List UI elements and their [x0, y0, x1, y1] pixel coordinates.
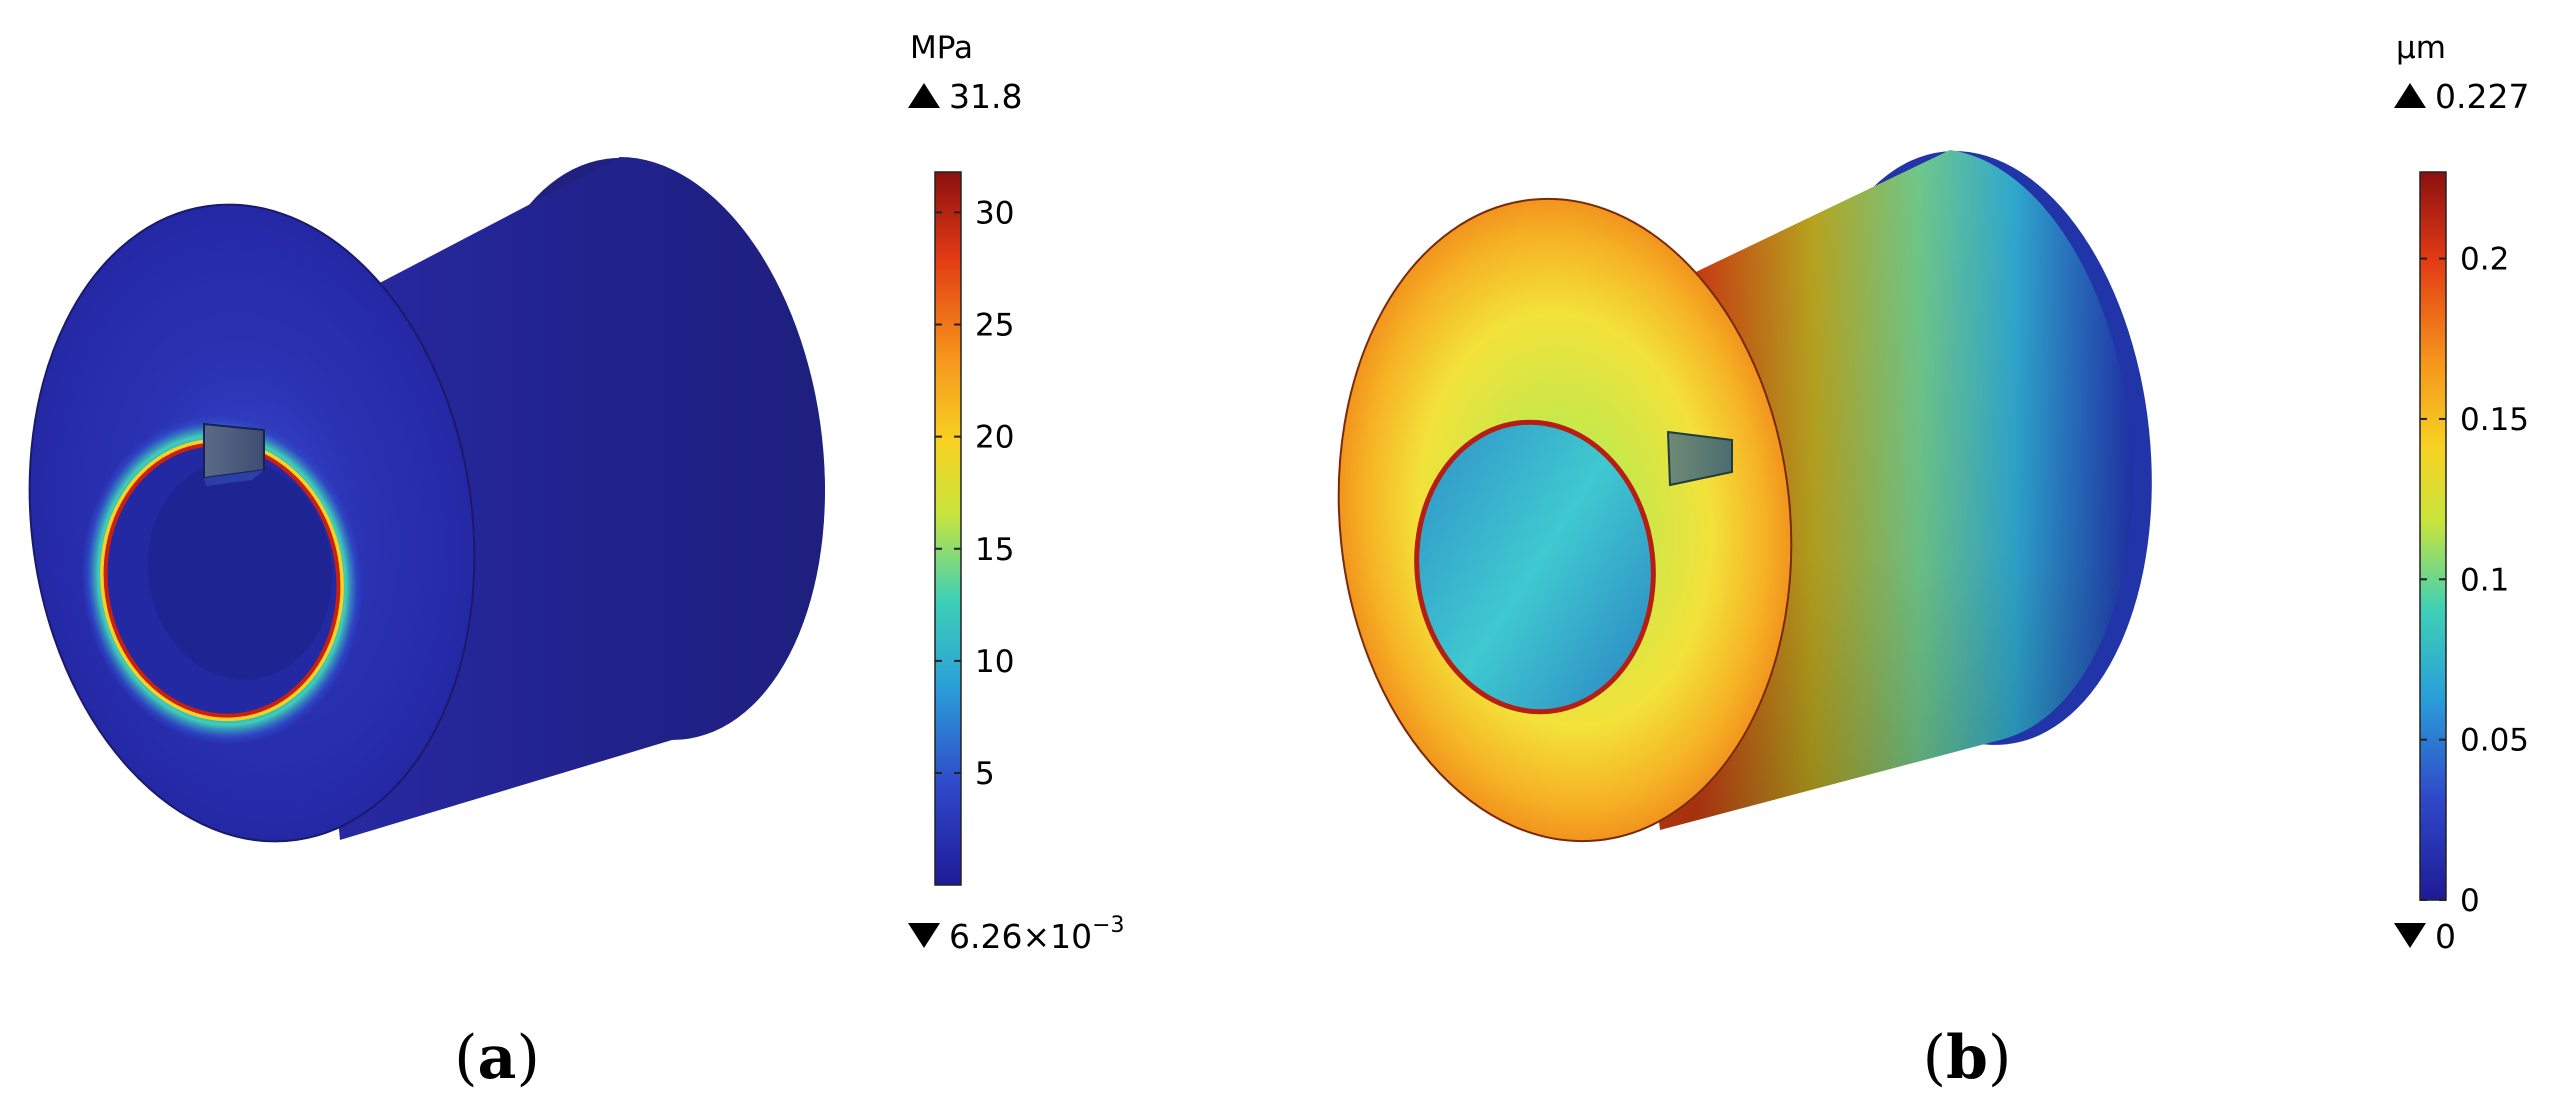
colorbar-b-bar	[2419, 171, 2447, 901]
colorbar-a-tick-label: 20	[975, 420, 1014, 456]
a-bore-inner-shadow	[147, 460, 333, 680]
caption-b: (b)	[1923, 1023, 2012, 1093]
caption-b-letter: b	[1946, 1023, 1988, 1093]
colorbar-a-tick-label: 10	[975, 644, 1014, 680]
colorbar-a-max-label: 31.8	[949, 77, 1022, 116]
colorbar-a-tick-label: 25	[975, 307, 1014, 343]
colorbar-a-min-marker-icon	[908, 923, 940, 948]
caption-a: (a)	[454, 1023, 540, 1093]
colorbar-a-tick-label: 5	[975, 756, 995, 792]
colorbar-b-min-label: 0	[2435, 917, 2456, 956]
colorbar-a-ticks: 5 10 15 20 25 30	[935, 195, 1014, 792]
colorbar-b-tick-label: 0.1	[2460, 562, 2509, 598]
colorbar-b-max-marker-icon	[2394, 83, 2426, 108]
colorbar-a-unit: MPa	[910, 30, 973, 66]
colorbar-b: µm 0.227 0 0.05 0.1 0.15 0.2 0	[2394, 30, 2529, 956]
colorbar-a-min-label: 6.26×10−3	[949, 913, 1125, 956]
a-keyway	[203, 422, 265, 480]
colorbar-b-tick-label: 0	[2460, 883, 2480, 919]
b-bore	[1416, 422, 1654, 712]
colorbar-a-tick-label: 30	[975, 195, 1014, 231]
b-bore-ring	[1414, 419, 1656, 715]
colorbar-b-max-label: 0.227	[2435, 77, 2529, 116]
colorbar-b-tick-label: 0.05	[2460, 723, 2529, 759]
panel-a	[28, 157, 825, 843]
colorbar-b-tick-label: 0.15	[2460, 402, 2529, 438]
colorbar-b-unit: µm	[2396, 30, 2446, 66]
b-keyway	[1666, 430, 1733, 487]
colorbar-a-max-marker-icon	[908, 83, 940, 108]
colorbar-b-tick-label: 0.2	[2460, 242, 2509, 278]
colorbar-a-min-exponent: −3	[1092, 913, 1124, 938]
colorbar-b-min-marker-icon	[2394, 923, 2426, 948]
colorbar-a-min-mantissa: 6.26×10	[949, 917, 1092, 956]
colorbar-a-bar	[934, 171, 962, 886]
colorbar-a-tick-label: 15	[975, 532, 1014, 568]
caption-a-letter: a	[478, 1023, 517, 1093]
panel-b	[1337, 150, 2152, 843]
colorbar-b-ticks: 0 0.05 0.1 0.15 0.2	[2420, 242, 2529, 919]
a-keyway-floor	[204, 470, 264, 486]
colorbar-a: MPa 31.8 5 10 15 20 25 30 6.26×10−3	[908, 30, 1125, 956]
